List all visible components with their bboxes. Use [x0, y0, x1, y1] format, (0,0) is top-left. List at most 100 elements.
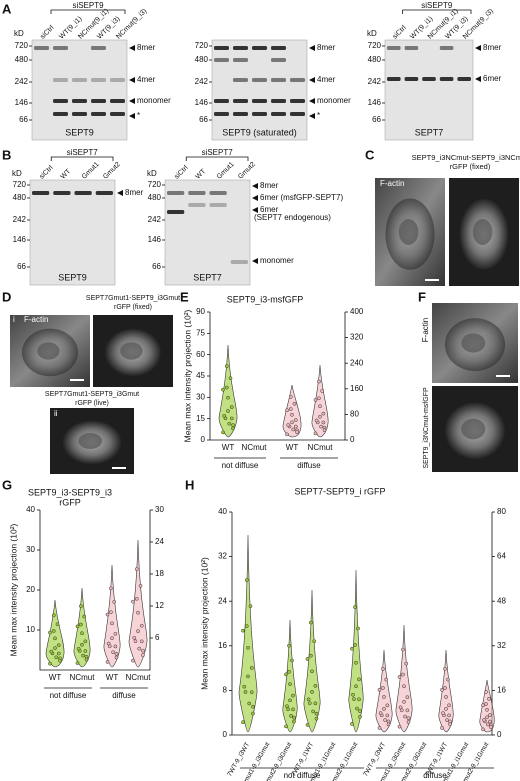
point	[288, 698, 292, 703]
y-tick-label: 30	[196, 392, 205, 401]
marker: 720	[195, 41, 209, 50]
point	[246, 645, 250, 650]
blot	[211, 39, 308, 141]
point	[285, 432, 289, 437]
point	[58, 658, 62, 663]
point	[381, 666, 385, 671]
point	[321, 411, 326, 416]
point	[317, 379, 321, 384]
arrow	[129, 113, 135, 119]
y2-tick-label: 0	[497, 730, 502, 739]
band	[439, 46, 454, 50]
point	[440, 726, 444, 730]
point	[49, 649, 54, 654]
violin	[103, 564, 121, 668]
point	[141, 653, 145, 657]
band-label: *	[317, 111, 320, 120]
point	[83, 649, 88, 653]
y-tick-label: 60	[196, 350, 205, 359]
point	[53, 646, 57, 650]
point	[310, 669, 314, 674]
point	[357, 697, 361, 702]
y2-tick-label: 80	[350, 410, 359, 419]
band	[209, 191, 227, 195]
point	[485, 715, 489, 720]
x-tick-label: WT	[49, 673, 62, 682]
point	[110, 636, 114, 641]
point	[443, 686, 447, 690]
band	[404, 46, 419, 50]
group-label: diffuse	[297, 461, 321, 470]
point	[397, 724, 402, 729]
arrow	[475, 76, 481, 82]
header-bracket	[402, 9, 472, 14]
y-tick-label: 40	[218, 507, 227, 516]
band	[110, 99, 125, 103]
x-tick-label: WT	[286, 443, 299, 452]
blot	[29, 179, 116, 286]
point	[358, 709, 362, 713]
violin	[348, 569, 364, 733]
point	[106, 641, 111, 646]
band	[252, 112, 267, 116]
point	[313, 398, 318, 402]
point	[138, 583, 143, 588]
y2-tick-label: 12	[155, 601, 164, 610]
marker: 66	[199, 115, 208, 124]
point	[291, 427, 296, 432]
point	[231, 426, 235, 431]
band-label: 8mer	[260, 181, 279, 190]
point	[481, 703, 485, 708]
marker: 242	[15, 77, 29, 86]
point	[134, 567, 139, 571]
point	[313, 701, 318, 706]
point	[355, 706, 359, 711]
point	[313, 431, 318, 436]
group-label: not diffuse	[50, 691, 87, 700]
marker: 146	[368, 98, 382, 107]
band	[271, 78, 286, 82]
lane-label: Gmut1	[81, 161, 101, 181]
point	[307, 701, 312, 706]
y-tick-label: 8	[223, 686, 228, 695]
point	[293, 424, 298, 429]
point	[139, 623, 144, 628]
arrow	[117, 190, 123, 196]
point	[311, 709, 315, 714]
point	[139, 639, 144, 644]
point	[358, 714, 362, 719]
point	[241, 628, 245, 633]
band	[34, 46, 49, 50]
point	[447, 713, 451, 718]
point	[48, 630, 52, 635]
y-tick-label: 20	[26, 585, 35, 594]
point	[76, 646, 81, 651]
point	[489, 725, 493, 729]
band-label: *	[137, 111, 140, 120]
y2-tick-label: 64	[497, 552, 506, 561]
y-tick-label: 75	[196, 328, 205, 337]
y2-tick-label: 240	[350, 358, 364, 367]
violin	[282, 619, 298, 733]
band	[188, 203, 206, 207]
point	[398, 705, 403, 710]
point	[403, 714, 407, 719]
point	[113, 644, 118, 649]
point	[290, 420, 294, 425]
band	[271, 99, 286, 103]
point	[448, 722, 452, 727]
point	[285, 704, 289, 709]
band	[230, 260, 248, 264]
marker: 720	[15, 41, 29, 50]
point	[227, 421, 232, 426]
caption: rGFP (fixed)	[450, 162, 491, 171]
panel-letter: B	[2, 147, 11, 162]
caption: rGFP (live)	[75, 400, 109, 407]
point	[221, 430, 225, 435]
panel-letter: A	[2, 1, 12, 16]
marker: 242	[148, 215, 162, 224]
point	[313, 683, 318, 688]
band	[53, 191, 71, 195]
violin	[303, 589, 321, 733]
